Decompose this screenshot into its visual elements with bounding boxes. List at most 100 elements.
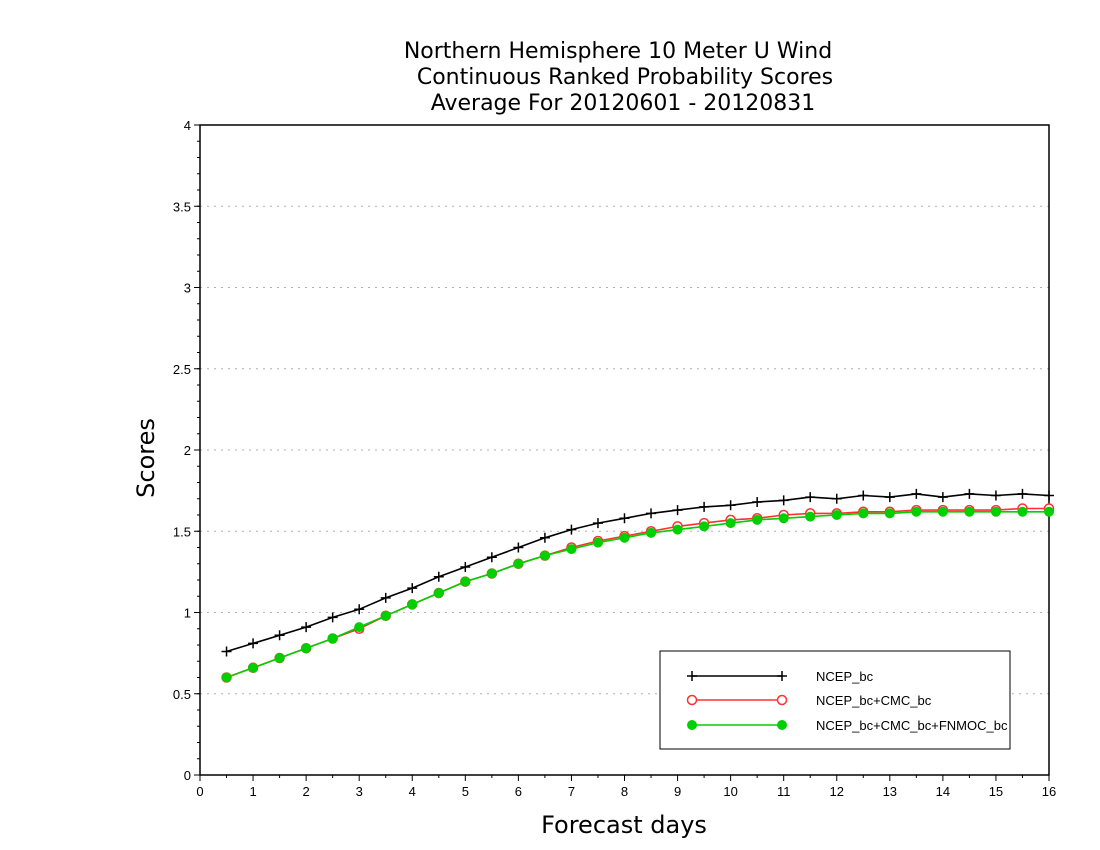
series-2-point-8 <box>433 588 444 598</box>
legend-marker-left-2 <box>687 720 697 730</box>
series-2-point-31 <box>1044 506 1054 517</box>
series-0-point-30 <box>1017 488 1028 499</box>
y-tick-label-3: 1.5 <box>173 524 191 539</box>
series-0-point-31 <box>1044 490 1054 501</box>
chart-title-line-2: Continuous Ranked Probability Scores <box>417 65 833 90</box>
series-2-point-13 <box>566 544 577 555</box>
y-tick-labels: 0 0.5 1 1.5 2 2.5 3 3.5 4 <box>173 118 191 783</box>
series-2-point-28 <box>964 506 975 517</box>
series-line-0 <box>226 493 1050 653</box>
series-0-point-17 <box>672 505 683 516</box>
series-2-point-21 <box>778 513 789 524</box>
legend-label-2: NCEP_bc+CMC_bc+FNMOC_bc <box>816 718 1008 733</box>
series-2-point-30 <box>1017 506 1028 517</box>
series-2-point-22 <box>805 511 816 522</box>
series-2-point-10 <box>486 568 497 579</box>
legend-marker-right-0 <box>777 671 787 681</box>
series-2-point-25 <box>884 508 895 519</box>
series-0-point-10 <box>486 552 497 563</box>
x-tick-labels: 0 1 2 3 4 5 6 7 8 9 10 11 12 13 14 15 16 <box>196 784 1056 799</box>
series-2-point-0 <box>221 672 232 683</box>
series-0-point-1 <box>248 638 259 649</box>
x-tick-label-0: 0 <box>196 784 203 799</box>
y-tick-label-0: 0 <box>184 768 191 783</box>
y-tick-label-1: 0.5 <box>173 687 191 702</box>
series-2-point-12 <box>539 550 550 561</box>
series-2-point-23 <box>831 510 842 520</box>
series-2-point-6 <box>380 610 391 621</box>
x-tick-label-11: 11 <box>777 784 791 799</box>
series-0-point-26 <box>911 488 922 499</box>
series-2-point-15 <box>619 532 630 543</box>
series-0-point-5 <box>354 604 365 615</box>
x-tick-label-8: 8 <box>621 784 628 799</box>
legend-label-1: NCEP_bc+CMC_bc <box>816 693 932 708</box>
x-axis-label: Forecast days <box>541 811 707 839</box>
x-tick-label-4: 4 <box>409 784 416 799</box>
series-2-point-2 <box>274 653 285 663</box>
series-0-point-23 <box>831 493 842 504</box>
legend-marker-right-1 <box>776 694 788 706</box>
series-0-point-13 <box>566 524 577 535</box>
series-0-point-16 <box>646 508 657 519</box>
series-0-point-8 <box>433 571 444 582</box>
y-axis-label: Scores <box>132 418 160 498</box>
chart-title: Northern Hemisphere 10 Meter U Wind Cont… <box>404 39 833 116</box>
series-0-point-7 <box>407 583 418 594</box>
series-2-point-18 <box>699 521 710 532</box>
y-tick-label-7: 3.5 <box>173 199 191 214</box>
x-tick-label-12: 12 <box>830 784 844 799</box>
y-tick-label-5: 2.5 <box>173 362 191 377</box>
series-0-point-3 <box>301 622 312 633</box>
series-2-point-9 <box>460 576 471 587</box>
y-tick-label-4: 2 <box>184 443 191 458</box>
grid-lines <box>200 205 1049 695</box>
series-2-point-29 <box>990 506 1001 517</box>
series-2-point-26 <box>911 506 922 517</box>
series-0-point-27 <box>937 492 948 503</box>
series-0-point-24 <box>858 490 869 501</box>
series-2-point-4 <box>327 633 338 644</box>
series-0-point-25 <box>884 492 895 503</box>
series-2-point-14 <box>592 537 603 548</box>
series-0-point-20 <box>752 497 763 507</box>
series-2-point-11 <box>513 558 524 569</box>
x-tick-label-2: 2 <box>303 784 310 799</box>
x-tick-label-15: 15 <box>989 784 1003 799</box>
series-0-point-14 <box>592 518 603 529</box>
series-2 <box>221 506 1054 683</box>
series-0-point-21 <box>778 495 789 506</box>
series-2-point-3 <box>301 643 312 654</box>
series-0-point-19 <box>725 500 736 511</box>
x-tick-label-3: 3 <box>356 784 363 799</box>
series-0-point-12 <box>539 532 550 543</box>
series-0-point-22 <box>805 492 816 503</box>
legend-item-2: NCEP_bc+CMC_bc+FNMOC_bc <box>687 718 1008 733</box>
x-tick-label-6: 6 <box>515 784 522 799</box>
legend-marker-left-1 <box>686 694 698 706</box>
series-2-point-27 <box>937 506 948 517</box>
legend-marker-left-0 <box>687 671 697 681</box>
series-0-point-4 <box>327 612 338 623</box>
legend-marker-right-2 <box>777 720 787 730</box>
y-tick-label-8: 4 <box>184 118 191 133</box>
series-2-point-16 <box>646 527 657 538</box>
series-layer <box>221 488 1055 683</box>
series-2-point-7 <box>407 599 418 610</box>
legend-item-1: NCEP_bc+CMC_bc <box>686 693 932 708</box>
chart-title-line-1: Northern Hemisphere 10 Meter U Wind <box>404 39 832 64</box>
chart-title-line-3: Average For 20120601 - 20120831 <box>431 91 816 116</box>
x-tick-label-9: 9 <box>674 784 681 799</box>
series-0-point-28 <box>964 488 975 499</box>
x-tick-label-14: 14 <box>936 784 950 799</box>
legend-label-0: NCEP_bc <box>816 669 874 684</box>
x-tick-label-5: 5 <box>462 784 469 799</box>
series-2-point-19 <box>725 518 736 529</box>
y-tick-label-6: 3 <box>184 281 191 296</box>
y-tick-label-2: 1 <box>184 606 191 621</box>
series-0-point-2 <box>274 630 285 641</box>
series-0-point-9 <box>460 562 471 572</box>
legend-item-0: NCEP_bc <box>687 669 874 684</box>
x-tick-label-13: 13 <box>883 784 897 799</box>
